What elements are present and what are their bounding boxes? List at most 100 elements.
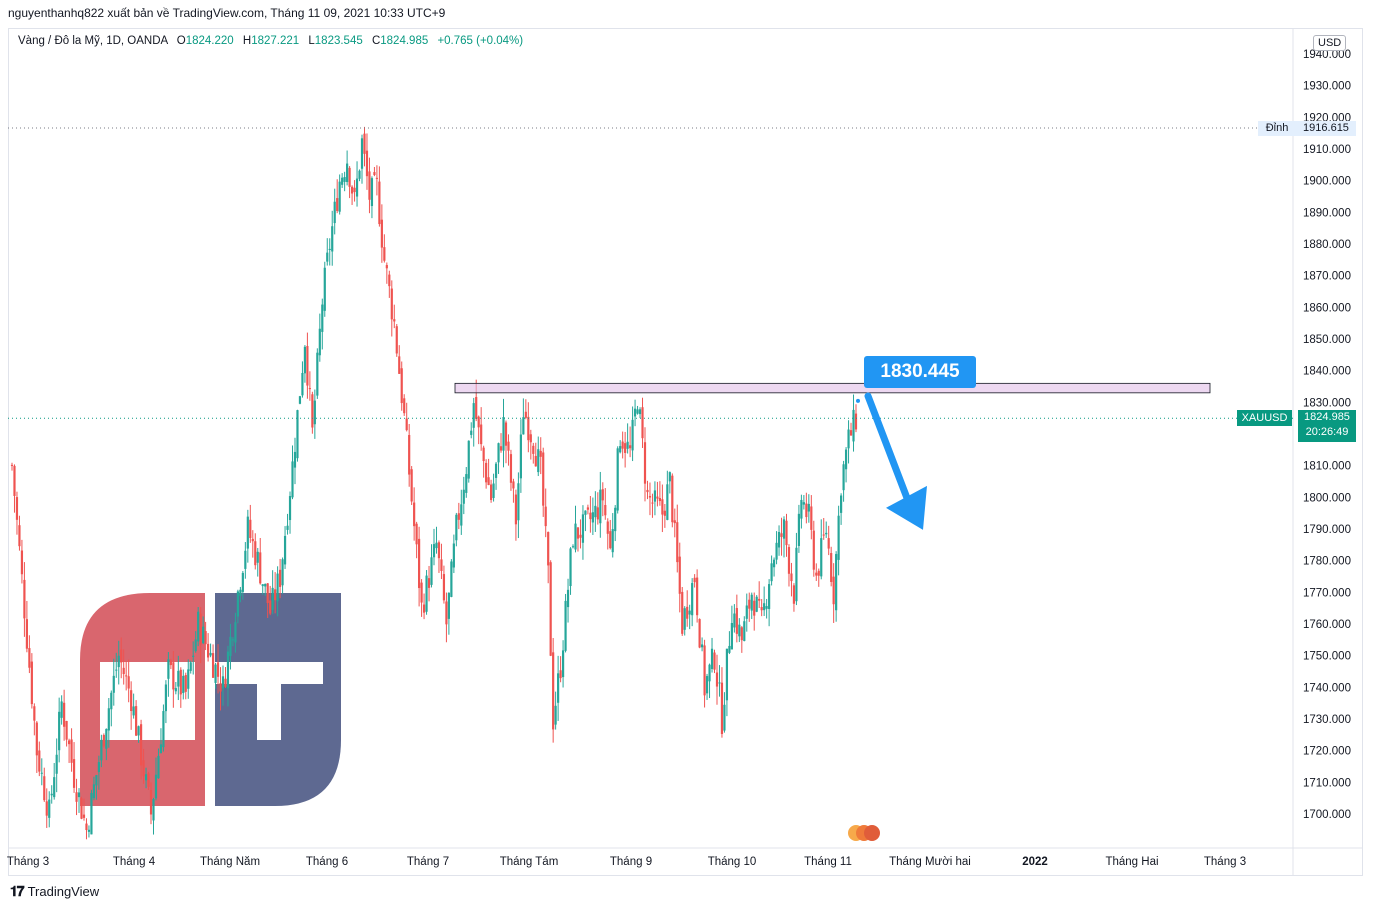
candle-body <box>619 446 622 453</box>
candle-body <box>629 445 632 449</box>
chart-grid <box>8 28 1363 876</box>
candle-body <box>688 610 691 615</box>
candle-body <box>544 506 547 527</box>
candle-body <box>311 394 314 428</box>
candle-body <box>564 600 567 651</box>
candle-body <box>725 648 729 701</box>
news-event-icon <box>864 825 880 841</box>
high-value-badge: 1916.615 <box>1296 121 1356 136</box>
candle-body <box>678 556 681 594</box>
candle-body <box>149 790 153 815</box>
candle-body <box>606 521 609 534</box>
candle-body <box>63 702 66 727</box>
candle-body <box>410 469 413 502</box>
candle-body <box>328 248 331 251</box>
candle-body <box>261 584 264 587</box>
candle-body <box>765 606 768 609</box>
candle-body <box>723 704 726 731</box>
candle-body <box>472 403 475 428</box>
candle-body <box>303 346 307 374</box>
candle-body <box>122 667 125 675</box>
candle-body <box>154 774 158 799</box>
candle-body <box>844 449 848 470</box>
candle-body <box>527 416 530 441</box>
candle-body <box>462 489 465 504</box>
legend-close-label: C <box>371 35 381 47</box>
candle-body <box>733 613 736 628</box>
candle-body <box>638 409 642 415</box>
y-tick-label: 1900.000 <box>1303 176 1351 188</box>
symbol-price-badge: XAUUSD <box>1237 410 1292 426</box>
chart-frame[interactable] <box>8 28 1363 876</box>
projection-arrow-head <box>886 485 927 530</box>
candle-body <box>65 720 68 740</box>
candle-body <box>447 592 450 619</box>
symbol-legend: Vàng / Đô la Mỹ, 1D, OANDA O1824.220 H18… <box>18 35 523 47</box>
candle-body <box>559 670 562 679</box>
candle-body <box>167 659 170 679</box>
resistance-zone <box>454 382 1211 394</box>
candle-body <box>522 417 525 435</box>
candle-body <box>539 450 542 457</box>
candle-body <box>142 760 145 777</box>
candle-body <box>378 181 381 225</box>
candle-body <box>219 683 222 692</box>
candle-body <box>291 461 294 498</box>
candle-body <box>671 475 674 523</box>
candle-body <box>55 754 58 774</box>
candle-body <box>97 762 100 773</box>
price-callout[interactable]: 1830.445 <box>864 356 976 388</box>
candle-body <box>229 636 232 657</box>
y-tick-label: 1760.000 <box>1303 619 1351 631</box>
candle-body <box>209 652 212 656</box>
candle-body <box>452 543 455 568</box>
candle-body <box>241 572 244 592</box>
candle-body <box>800 499 803 519</box>
candle-body <box>82 814 86 818</box>
tradingview-logo-icon: 𝟏𝟕 <box>10 883 25 899</box>
candle-body <box>807 503 810 512</box>
candle-body <box>529 434 532 443</box>
candle-body <box>192 655 195 657</box>
candle-body <box>686 606 689 619</box>
candle-body <box>782 519 786 539</box>
candle-body <box>485 462 488 483</box>
candle-body <box>298 396 302 404</box>
candle-body <box>271 587 274 610</box>
candle-body <box>489 484 493 500</box>
candle-body <box>266 583 269 604</box>
candle-body <box>636 409 639 414</box>
candle-body <box>676 522 679 563</box>
candle-body <box>385 265 388 269</box>
x-tick-label: Tháng 10 <box>708 856 757 868</box>
candle-body <box>25 619 28 649</box>
current-price-badge: 1824.985 20:26:49 <box>1298 410 1356 442</box>
candle-body <box>728 645 731 653</box>
candle-body <box>102 735 105 747</box>
candle-body <box>40 772 43 774</box>
candle-body <box>594 505 597 518</box>
candle-body <box>383 247 386 261</box>
legend-change: +0.765 (+0.04%) <box>437 35 524 47</box>
candle-body <box>477 416 480 428</box>
candle-body <box>274 589 277 601</box>
candle-body <box>353 187 356 193</box>
candle-body <box>92 784 96 799</box>
candle-body <box>380 219 383 248</box>
candle-body <box>750 594 753 611</box>
candle-body <box>611 529 614 553</box>
candle-body <box>422 604 426 613</box>
candle-body <box>87 829 91 832</box>
candle-body <box>395 326 398 354</box>
candle-body <box>497 443 500 463</box>
candle-body <box>517 483 520 521</box>
currency-button[interactable]: USD <box>1313 35 1347 51</box>
candle-body <box>35 722 38 756</box>
candle-body <box>780 533 783 537</box>
candle-body <box>616 448 619 511</box>
candle-body <box>418 538 421 589</box>
candle-body <box>499 446 503 451</box>
candle-body <box>172 662 175 690</box>
candle-body <box>164 684 168 712</box>
